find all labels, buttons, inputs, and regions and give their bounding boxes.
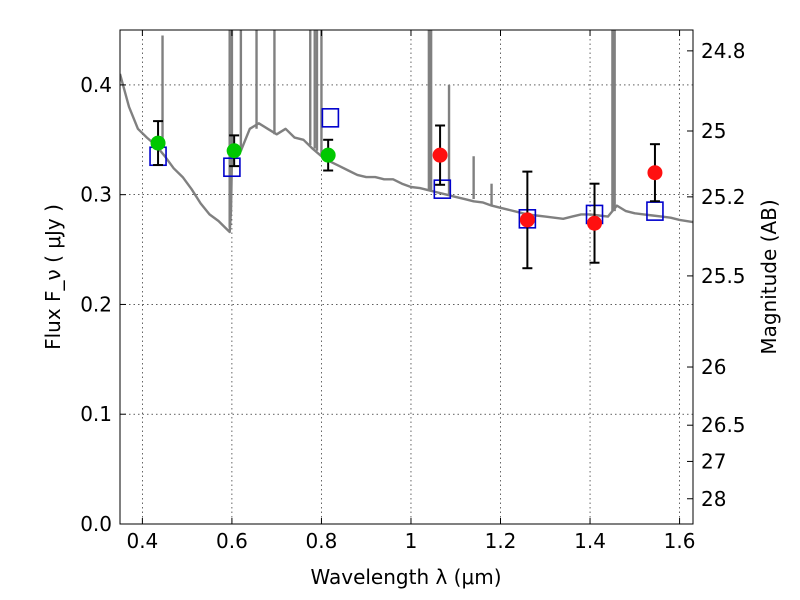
x-tick-label: 1.2 bbox=[485, 529, 517, 553]
plot-frame bbox=[119, 29, 694, 525]
observed-flux-point bbox=[519, 212, 535, 228]
y-tick-label: 0.4 bbox=[80, 73, 112, 97]
y-tick-label: 0.2 bbox=[80, 292, 112, 316]
x-tick-label: 1.4 bbox=[574, 529, 606, 553]
x-tick-label: 1 bbox=[405, 529, 418, 553]
error-bar-layer bbox=[150, 120, 663, 270]
x-axis-label: Wavelength λ (μm) bbox=[310, 565, 501, 589]
observed-flux-point bbox=[150, 135, 166, 151]
right-tick-label: 26 bbox=[701, 355, 726, 379]
model-flux-square bbox=[321, 108, 340, 128]
right-tick-label: 28 bbox=[701, 487, 726, 511]
y-tick-label: 0.1 bbox=[80, 402, 112, 426]
x-tick-label: 0.8 bbox=[306, 529, 338, 553]
data-layer bbox=[120, 30, 693, 234]
right-tick-label: 24.8 bbox=[701, 39, 746, 63]
observed-flux-point bbox=[647, 165, 663, 181]
y-axis-label: Flux F_ν ( μJy ) bbox=[41, 204, 65, 350]
model-flux-square bbox=[223, 157, 241, 178]
x-tick-label: 1.6 bbox=[664, 529, 696, 553]
observed-flux-point bbox=[587, 215, 603, 231]
observed-flux-point bbox=[320, 147, 336, 163]
y-tick-label: 0.3 bbox=[80, 183, 112, 207]
x-tick-label: 0.6 bbox=[216, 529, 248, 553]
x-tick-label: 0.4 bbox=[126, 529, 158, 553]
right-tick-label: 25 bbox=[701, 119, 726, 143]
axes: 0.4 0.6 0.8 1 1.2 1.4 1.6 0.0 0.1 0.2 0.3 0.4 24.8 25… bbox=[80, 30, 746, 553]
plot-area bbox=[120, 30, 693, 524]
right-tick-label: 25.5 bbox=[701, 264, 746, 288]
right-axis-label: Magnitude (AB) bbox=[757, 199, 781, 354]
model-flux-square bbox=[433, 179, 452, 199]
right-tick-label: 25.2 bbox=[701, 185, 746, 209]
observed-flux-point bbox=[226, 143, 242, 159]
y-tick-label: 0.0 bbox=[80, 512, 112, 536]
observed-flux-point bbox=[432, 147, 448, 163]
right-tick-label: 27 bbox=[701, 449, 726, 473]
right-tick-label: 26.5 bbox=[701, 413, 746, 437]
